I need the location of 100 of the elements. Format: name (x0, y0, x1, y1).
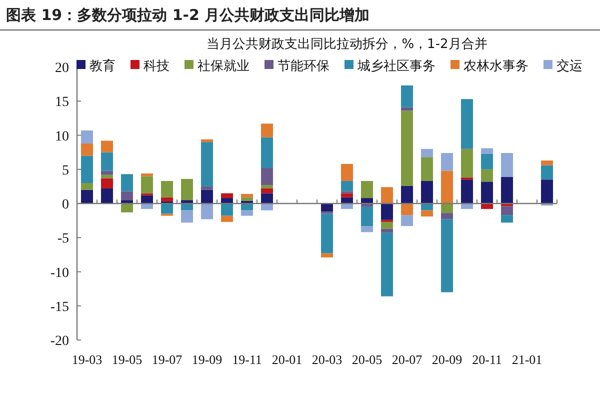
bar (341, 164, 353, 181)
bar (241, 197, 253, 201)
bar (141, 173, 153, 176)
bar (201, 139, 213, 142)
bar (381, 187, 393, 204)
legend-label: 农林水事务 (464, 59, 528, 74)
x-tick-label: 20-05 (352, 352, 382, 367)
bar (241, 210, 253, 216)
x-tick-label: 19-07 (152, 352, 183, 367)
bar (461, 99, 473, 149)
bar (441, 170, 453, 204)
x-tick-label: 20-09 (432, 352, 462, 367)
bar (421, 180, 433, 204)
bar (341, 193, 353, 198)
bar (121, 204, 133, 212)
y-tick-label: -15 (50, 300, 69, 315)
bar (141, 195, 153, 204)
bar (101, 152, 113, 171)
bar (361, 180, 373, 198)
bar (121, 174, 133, 192)
bar (481, 182, 493, 204)
bar (201, 142, 213, 186)
bar (461, 148, 473, 178)
legend-label: 节能环保 (278, 59, 330, 74)
bar (81, 183, 93, 190)
bar (261, 124, 273, 138)
bar (201, 190, 213, 204)
x-tick-label: 20-07 (392, 352, 423, 367)
bar (381, 232, 393, 296)
chart-title: 图表 19：多数分项拉动 1-2 月公共财政支出同比增加 (6, 6, 370, 24)
bar (341, 204, 353, 209)
bar (261, 185, 273, 188)
bar (501, 215, 513, 223)
bar (541, 165, 553, 180)
legend-label: 科技 (144, 59, 170, 74)
bar (261, 137, 273, 168)
x-tick-label: 19-09 (192, 352, 222, 367)
x-tick-label: 19-03 (72, 352, 102, 367)
bar (421, 157, 433, 181)
bar (181, 204, 193, 210)
bar (381, 222, 393, 229)
bar (161, 204, 173, 214)
bar (481, 154, 493, 170)
bar (141, 176, 153, 194)
bar (481, 169, 493, 182)
bar (321, 214, 333, 254)
bar (261, 168, 273, 186)
bar (221, 204, 233, 216)
bar (321, 253, 333, 258)
bar (261, 193, 273, 204)
bar (81, 143, 93, 156)
y-tick-label: 15 (55, 95, 69, 110)
y-tick-label: 10 (55, 129, 69, 144)
y-tick-label: 20 (55, 61, 69, 76)
legend-label: 交运 (556, 58, 582, 74)
legend-label: 教育 (90, 58, 116, 74)
bar (401, 186, 413, 204)
bar (181, 210, 193, 223)
bar (401, 110, 413, 186)
bar (441, 219, 453, 292)
legend-label: 城乡社区事务 (356, 59, 436, 74)
y-tick-label: 5 (62, 163, 69, 178)
bar (261, 188, 273, 194)
bar (101, 188, 113, 204)
bar (481, 148, 493, 154)
bar (461, 204, 473, 209)
legend-label: 社保就业 (198, 59, 250, 74)
bar (141, 204, 153, 209)
bar (461, 180, 473, 204)
bar (381, 228, 393, 233)
bar (221, 193, 233, 198)
bar (401, 204, 413, 216)
bar (361, 226, 373, 232)
bar (261, 204, 273, 210)
bar (361, 198, 373, 204)
bar (101, 178, 113, 188)
bar (501, 206, 513, 216)
bar (101, 170, 113, 175)
bar (81, 130, 93, 144)
bar (441, 152, 453, 171)
bar (321, 204, 333, 212)
y-tick-label: -10 (50, 266, 69, 281)
bar (221, 198, 233, 204)
x-tick-label: 19-05 (112, 352, 142, 367)
bar (481, 204, 493, 209)
y-tick-label: -5 (57, 232, 69, 247)
bar (421, 148, 433, 158)
bar (341, 180, 353, 192)
bar (381, 204, 393, 220)
bar (421, 210, 433, 216)
bar (201, 186, 213, 190)
bar (361, 206, 373, 226)
bar (501, 176, 513, 204)
bar (421, 204, 433, 210)
x-tick-label: 21-01 (512, 352, 542, 367)
bar (201, 204, 213, 220)
bar (81, 156, 93, 184)
bar (161, 197, 173, 202)
y-tick-label: -20 (50, 334, 69, 349)
bar (541, 160, 553, 166)
